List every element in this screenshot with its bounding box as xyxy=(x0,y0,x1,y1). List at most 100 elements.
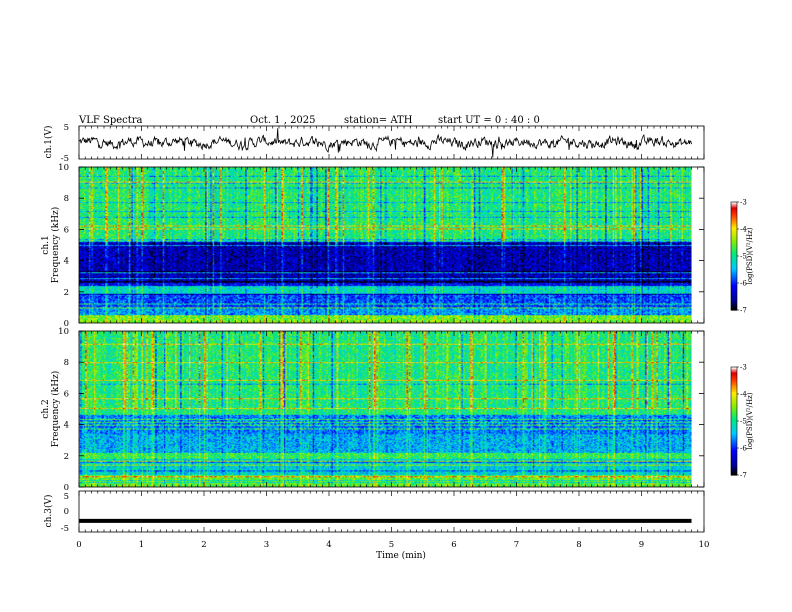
ch1-colorbar-cell xyxy=(731,236,737,239)
ch2-colorbar-cell xyxy=(731,457,737,460)
ch2-spec-ytick-4: 4 xyxy=(64,421,69,431)
ch1-spectrogram-ylabel: Frequency (kHz) xyxy=(50,207,61,284)
ch1-colorbar-cell xyxy=(731,252,737,255)
ch1-spec-ytick-10: 10 xyxy=(58,163,69,173)
ch1-spec-ytick-2: 2 xyxy=(64,288,69,298)
ch1-colorbar-cell xyxy=(731,279,737,282)
ch1-colorbar-cell xyxy=(731,275,737,279)
ch2-spec-ytick-6: 6 xyxy=(64,389,69,399)
xtick-label-6: 6 xyxy=(451,540,456,550)
ch1-colorbar-label--3: -3 xyxy=(740,199,747,207)
ch3-waveform-frame xyxy=(78,490,705,533)
ch2-colorbar-cell xyxy=(731,440,737,444)
ch1-colorbar-cell xyxy=(731,221,737,225)
ch1-colorbar-cell xyxy=(731,243,737,246)
xtick-label-9: 9 xyxy=(639,540,644,550)
ch2-colorbar-cell xyxy=(731,370,737,373)
ch2-colorbar-cell xyxy=(731,367,737,370)
ch1-colorbar-cell xyxy=(731,223,737,226)
ch2-colorbar-label--4: -4 xyxy=(740,391,747,399)
ch2-spectrogram-yticks: 0 2 4 6 8 10 xyxy=(58,327,704,493)
ch2-colorbar-cell xyxy=(731,444,737,447)
ch1-colorbar-cell xyxy=(731,290,737,293)
ch2-colorbar-cell xyxy=(731,372,737,375)
ch1-colorbar-cell xyxy=(731,254,737,257)
ch2-colorbar-cell xyxy=(731,392,737,395)
ch1-colorbar-cell xyxy=(731,304,737,307)
ch1-colorbar-cell xyxy=(731,263,737,266)
ch1-waveform-panel: 5 -5 ch.1(V) xyxy=(43,123,705,164)
ch1-colorbar-cell xyxy=(731,248,737,252)
ch2-spec-ytick-2: 2 xyxy=(64,452,69,462)
xtick-label-1: 1 xyxy=(139,540,144,550)
ch2-colorbar-cell xyxy=(731,377,737,381)
ch1-waveform-trace xyxy=(78,128,692,158)
ch1-colorbar-cell xyxy=(731,216,737,219)
ch1-colorbar-cell xyxy=(731,283,737,286)
ch1-colorbar-cell xyxy=(731,261,737,264)
ch1-colorbar-cell xyxy=(731,272,737,275)
ch2-colorbar-cell xyxy=(731,419,737,422)
ch2-colorbar-cell xyxy=(731,471,737,474)
ch1-colorbar-cell xyxy=(731,299,737,302)
ch2-colorbar-cell xyxy=(731,430,737,433)
ch1-ytick-top: 5 xyxy=(64,123,69,133)
ch1-colorbar-cell xyxy=(731,308,737,311)
ch1-colorbar-cell xyxy=(731,257,737,261)
ch1-colorbar-cell xyxy=(731,301,737,304)
ch1-colorbar-cell xyxy=(731,293,737,297)
ch1-colorbar-cell xyxy=(731,297,737,300)
ch1-colorbar-label--5: -5 xyxy=(740,253,747,261)
ch2-colorbar-cell xyxy=(731,421,737,424)
ch2-colorbar-cell xyxy=(731,451,737,454)
ch2-colorbar-cell xyxy=(731,385,737,388)
ch1-colorbar-cell xyxy=(731,211,737,214)
ch1-spectrogram-yticks: 0 2 4 6 8 10 xyxy=(58,163,704,329)
ch2-colorbar-cell xyxy=(731,442,737,445)
ch2-colorbar-cell xyxy=(731,406,737,409)
xtick-label-4: 4 xyxy=(326,540,331,550)
ch1-colorbar-label--4: -4 xyxy=(740,226,747,234)
ch2-colorbar-label--7: -7 xyxy=(740,472,747,480)
ch2-spectrogram-channel-label: ch.2 xyxy=(41,399,51,418)
ch2-colorbar-cell xyxy=(731,426,737,429)
ch2-spec-ytick-0: 0 xyxy=(64,483,69,493)
ch3-waveform-panel: 5 0 -5 ch.3(V) xyxy=(43,490,705,534)
ch2-colorbar-cell xyxy=(731,410,737,413)
ch2-spec-ytick-10: 10 xyxy=(58,327,69,337)
ch2-spec-ytick-8: 8 xyxy=(64,358,69,368)
ch2-colorbar-cell xyxy=(731,415,737,418)
ch2-colorbar-label--3: -3 xyxy=(740,364,747,372)
ch1-colorbar-cell xyxy=(731,218,737,221)
ch2-colorbar-cell xyxy=(731,462,737,465)
ch2-colorbar-cell xyxy=(731,469,737,472)
ch1-colorbar-cell xyxy=(731,266,737,270)
ch1-spec-ytick-6: 6 xyxy=(64,225,69,235)
ch2-colorbar-cell xyxy=(731,395,737,399)
ch1-ytick-bottom: -5 xyxy=(61,154,69,164)
ch2-colorbar-title: log(PSD)(V²/Hz) xyxy=(746,392,754,449)
ch1-colorbar-cell xyxy=(731,259,737,262)
ch1-colorbar-cell xyxy=(731,230,737,234)
ch2-colorbar-cell xyxy=(731,394,737,397)
ch1-colorbar-cell xyxy=(731,256,737,259)
ch1-colorbar-cell xyxy=(731,239,737,243)
ch2-colorbar: -3 -4 -5 -6 -7 log(PSD)(V²/Hz) xyxy=(730,364,754,480)
ch2-colorbar-cell xyxy=(731,458,737,462)
ch2-colorbar-cell xyxy=(731,388,737,391)
ch1-colorbar-cell xyxy=(731,229,737,232)
ch1-colorbar-cell xyxy=(731,245,737,248)
ch2-colorbar-cell xyxy=(731,397,737,400)
ch1-colorbar-cell xyxy=(731,250,737,253)
ch1-colorbar-cell xyxy=(731,238,737,241)
ch2-colorbar-cell xyxy=(731,460,737,463)
ch1-colorbar-cell xyxy=(731,306,737,309)
date-label: Oct. 1 , 2025 xyxy=(250,115,316,126)
xtick-label-0: 0 xyxy=(76,540,81,550)
ch1-colorbar-cell xyxy=(731,288,737,291)
ch1-colorbar-cell xyxy=(731,270,737,273)
ch2-colorbar-cell xyxy=(731,473,737,476)
ch2-spectrogram-ylabel: Frequency (kHz) xyxy=(50,371,61,448)
ch1-colorbar-cell xyxy=(731,268,737,271)
